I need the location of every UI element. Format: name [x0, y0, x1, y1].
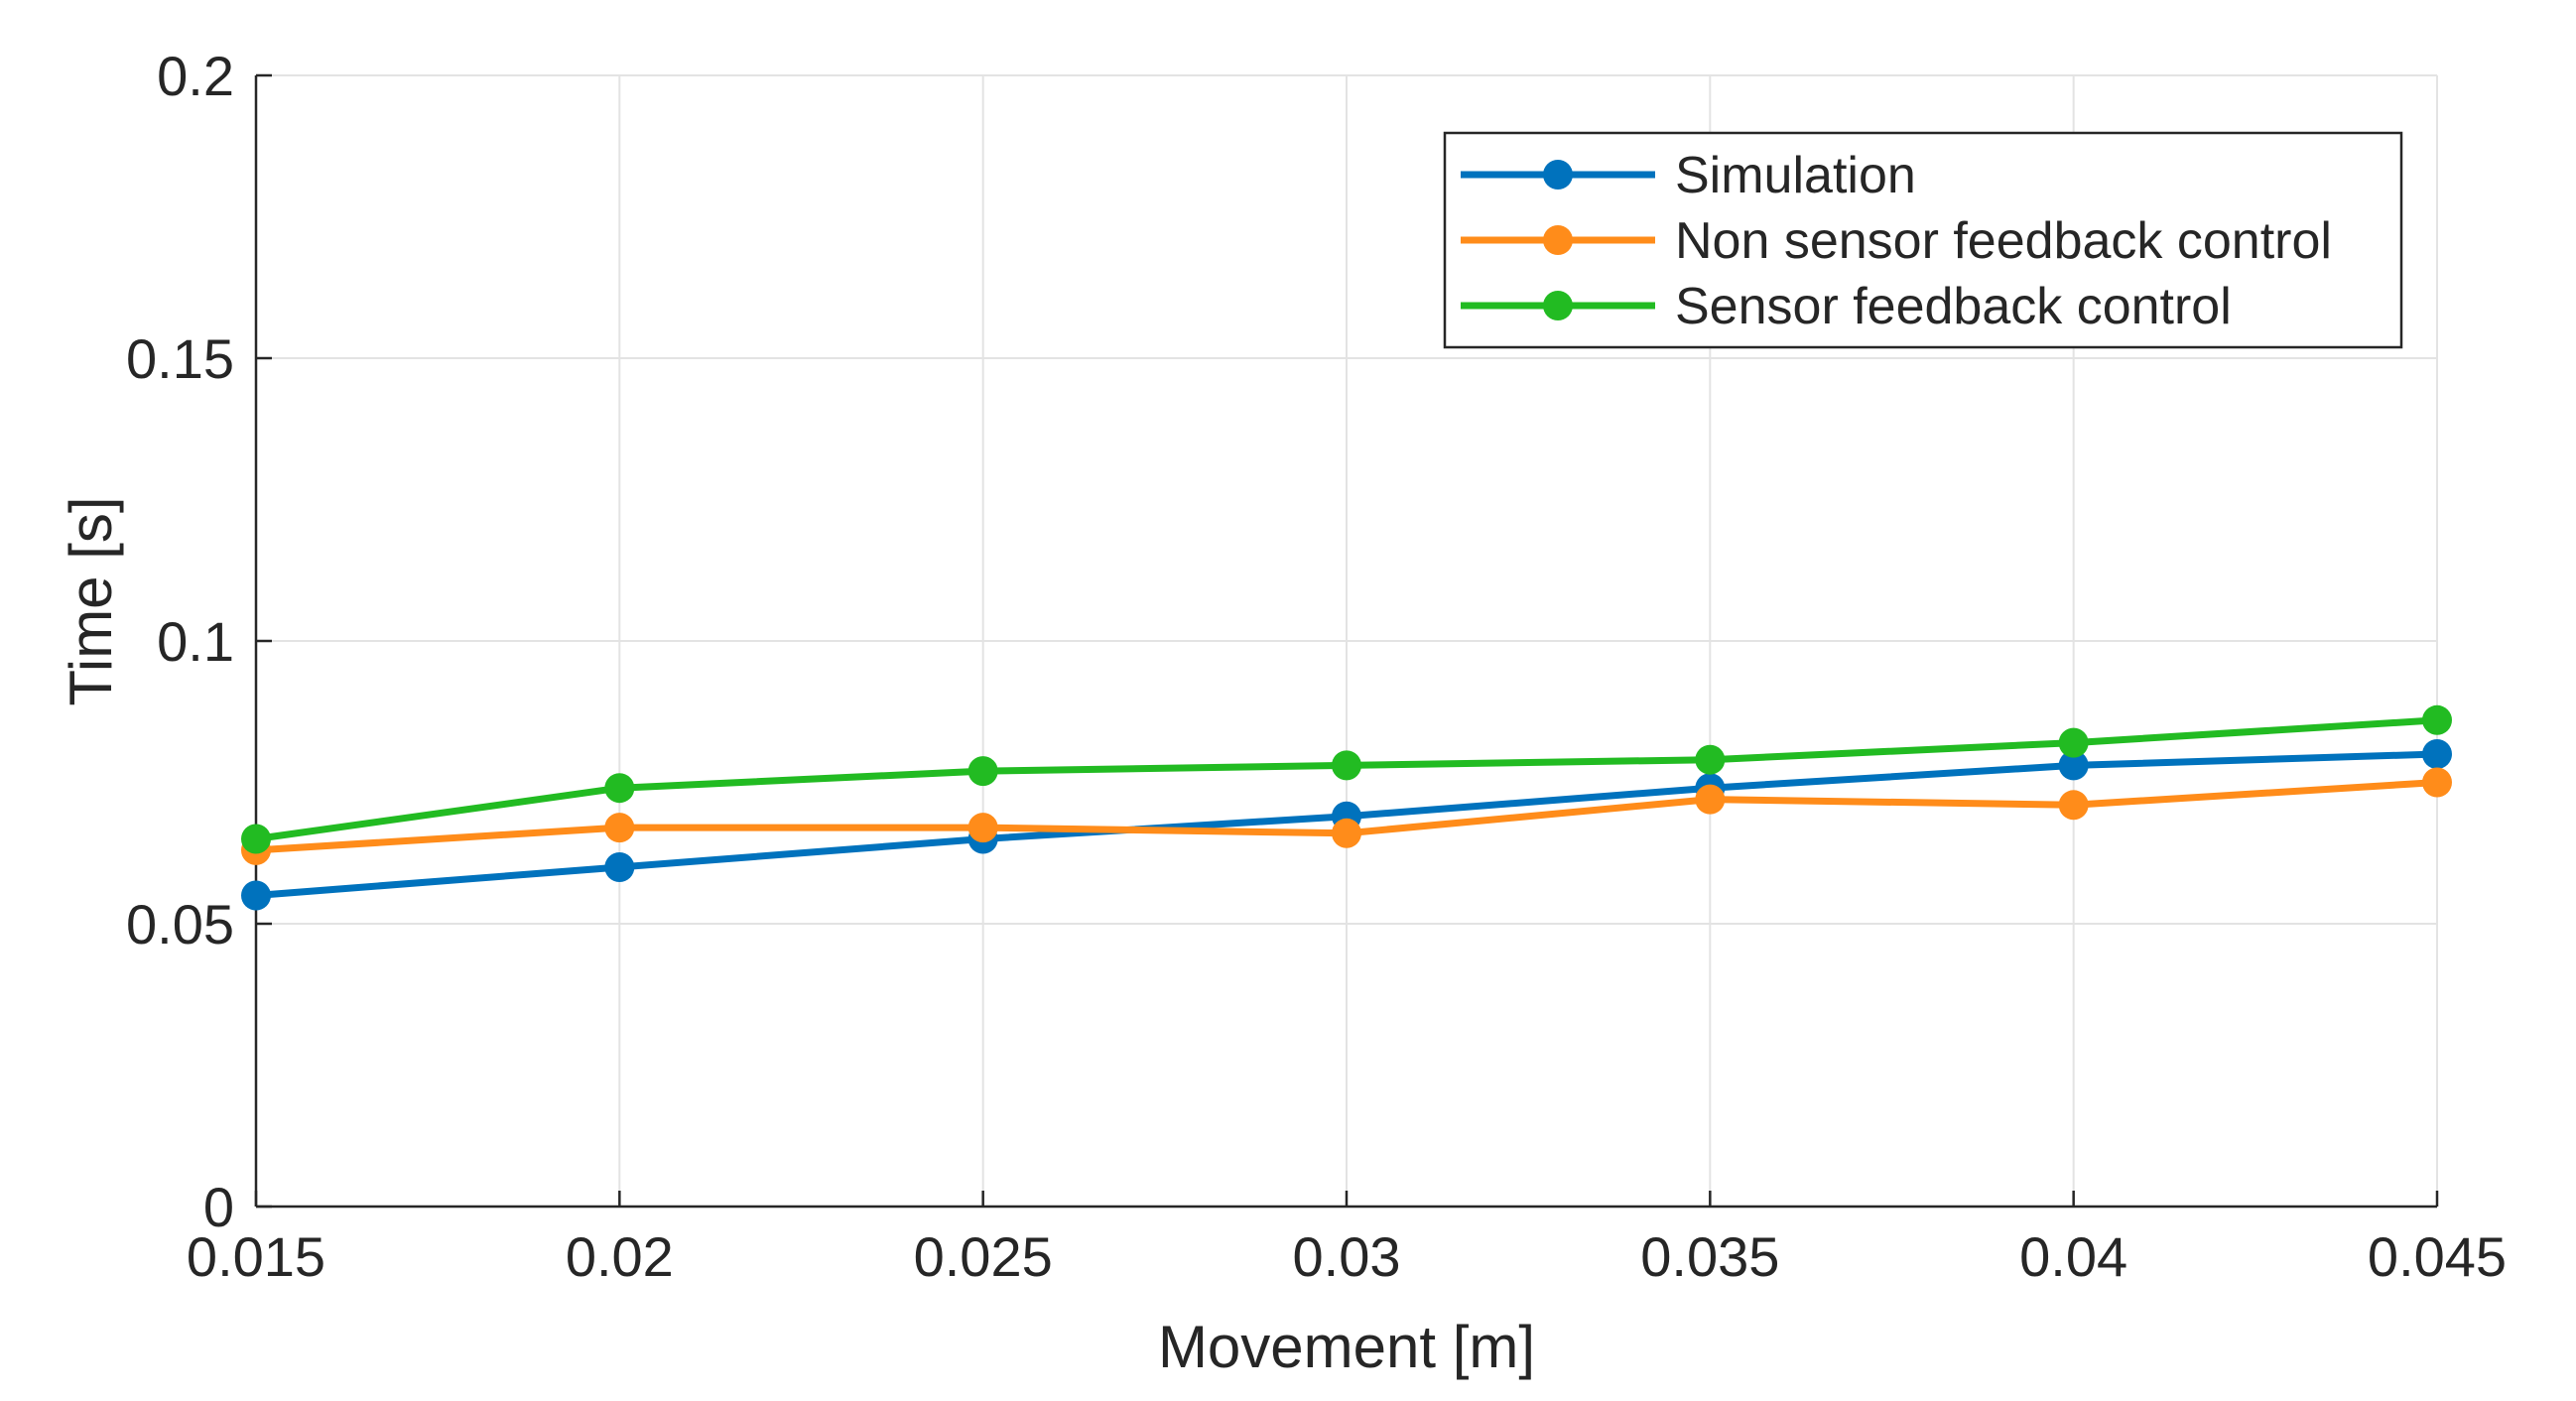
data-point	[2058, 750, 2089, 781]
data-point	[241, 824, 271, 854]
legend-item-3: Sensor feedback control	[1461, 278, 2232, 335]
y-tick-label: 0.15	[126, 327, 234, 390]
data-point	[604, 852, 635, 882]
legend-swatch-marker	[1543, 225, 1573, 255]
data-point	[2058, 727, 2089, 758]
y-axis-label: Time [s]	[58, 496, 124, 705]
y-tick-label: 0.1	[157, 610, 234, 673]
legend-swatch-marker	[1543, 291, 1573, 320]
data-point	[967, 813, 998, 843]
legend-swatch-marker	[1543, 160, 1573, 190]
data-point	[2422, 739, 2452, 769]
legend-label: Non sensor feedback control	[1675, 212, 2332, 270]
y-tick-label: 0.05	[126, 893, 234, 955]
data-point	[2422, 767, 2452, 798]
x-tick-label: 0.02	[566, 1225, 674, 1288]
data-point	[1332, 750, 1361, 781]
data-point	[1332, 818, 1361, 848]
data-point	[604, 813, 635, 843]
y-tick-label: 0.2	[157, 45, 234, 107]
legend: Simulation Non sensor feedback control Sen…	[1443, 131, 2403, 349]
data-point	[2422, 704, 2452, 735]
series-2	[241, 767, 2452, 865]
legend-item-1: Simulation	[1461, 147, 1916, 204]
data-point	[604, 773, 635, 804]
series-3	[241, 704, 2452, 854]
x-axis-label: Movement [m]	[1158, 1314, 1535, 1380]
data-point	[1695, 744, 1726, 775]
legend-label: Simulation	[1675, 147, 1916, 204]
axes	[254, 73, 2439, 1209]
legend-item-2: Non sensor feedback control	[1461, 212, 2332, 270]
data-point	[2058, 790, 2089, 821]
x-tick-label: 0.015	[187, 1225, 325, 1288]
tick-labels: 0.015 0.02 0.025 0.03 0.035 0.04 0.045 0 0.05 0.1…	[126, 45, 2507, 1288]
series-group	[241, 704, 2452, 911]
y-tick-label: 0	[203, 1176, 234, 1238]
x-tick-label: 0.03	[1293, 1225, 1401, 1288]
x-tick-label: 0.04	[2019, 1225, 2127, 1288]
x-tick-label: 0.035	[1640, 1225, 1779, 1288]
data-point	[241, 880, 271, 911]
x-tick-label: 0.045	[2368, 1225, 2507, 1288]
data-point	[1695, 784, 1726, 815]
legend-label: Sensor feedback control	[1675, 278, 2232, 335]
x-tick-label: 0.025	[914, 1225, 1053, 1288]
data-point	[967, 756, 998, 787]
